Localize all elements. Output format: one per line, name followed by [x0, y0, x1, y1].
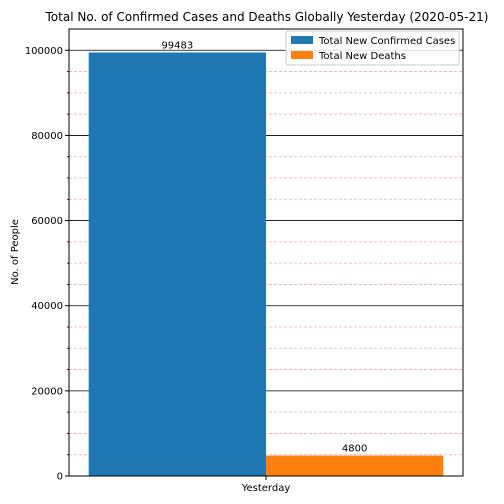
legend-swatch — [291, 51, 313, 59]
legend-entry: Total New Deaths — [318, 51, 406, 62]
legend-swatch — [291, 36, 313, 44]
y-tick-label: 100000 — [25, 46, 63, 57]
y-tick-label: 0 — [57, 472, 63, 483]
plot-area: 99483 4800 0 20000 40000 60000 80000 100000 Yest… — [25, 28, 464, 494]
bar-confirmed-cases — [88, 52, 266, 476]
y-tick-label: 80000 — [31, 131, 63, 142]
y-axis-label: No. of People — [10, 219, 21, 285]
chart-title: Total No. of Confirmed Cases and Deaths … — [45, 10, 489, 24]
bar-deaths — [266, 455, 444, 476]
y-tick-label: 20000 — [31, 386, 63, 397]
legend-entry: Total New Confirmed Cases — [318, 36, 455, 47]
y-tick-label: 60000 — [31, 216, 63, 227]
data-label: 99483 — [161, 40, 193, 51]
y-tick-label: 40000 — [31, 301, 63, 312]
legend: Total New Confirmed Cases Total New Death… — [285, 30, 460, 66]
data-label: 4800 — [342, 444, 367, 455]
x-tick-label: Yesterday — [241, 483, 291, 494]
legend-box — [285, 30, 460, 66]
